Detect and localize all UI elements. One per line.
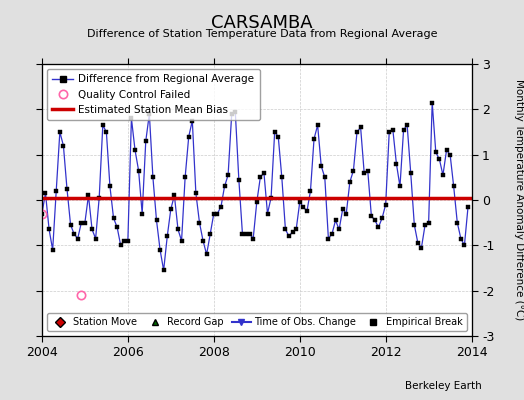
Text: Berkeley Earth: Berkeley Earth bbox=[406, 381, 482, 391]
Text: Difference of Station Temperature Data from Regional Average: Difference of Station Temperature Data f… bbox=[87, 29, 437, 39]
Text: CARSAMBA: CARSAMBA bbox=[211, 14, 313, 32]
Legend: Station Move, Record Gap, Time of Obs. Change, Empirical Break: Station Move, Record Gap, Time of Obs. C… bbox=[47, 313, 466, 331]
Y-axis label: Monthly Temperature Anomaly Difference (°C): Monthly Temperature Anomaly Difference (… bbox=[514, 79, 524, 321]
